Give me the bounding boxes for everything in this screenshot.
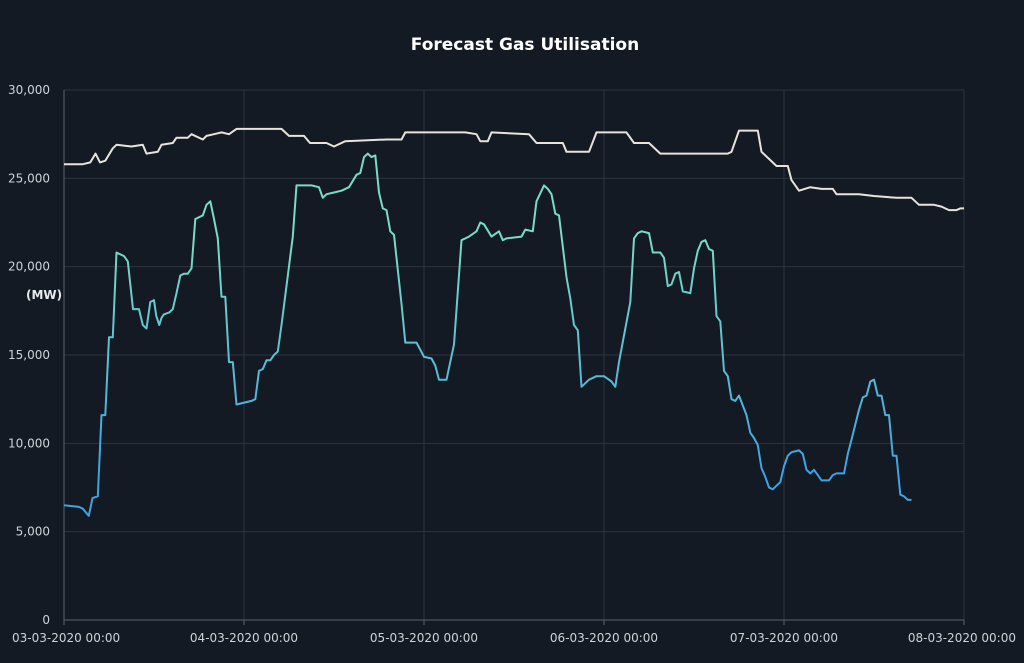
x-tick-label: 06-03-2020 00:00 <box>550 631 658 645</box>
y-tick-label: 25,000 <box>8 171 50 185</box>
x-tick-label: 03-03-2020 00:00 <box>12 631 120 645</box>
y-tick-label: 15,000 <box>8 348 50 362</box>
y-tick-label: 5,000 <box>16 525 50 539</box>
axes <box>63 90 965 625</box>
tick-labels: 0 5,000 10,000 15,000 20,000 25,000 30,000 03-0… <box>8 83 1016 645</box>
x-tick-label: 04-03-2020 00:00 <box>190 631 298 645</box>
y-tick-label: 30,000 <box>8 83 50 97</box>
grid-lines <box>64 89 965 620</box>
y-tick-label: 10,000 <box>8 436 50 450</box>
utilisation-line <box>63 152 912 517</box>
y-tick-label: 20,000 <box>8 260 50 274</box>
x-tick-label: 07-03-2020 00:00 <box>730 631 838 645</box>
chart-title: Forecast Gas Utilisation <box>411 35 639 55</box>
y-tick-label: 0 <box>42 613 50 627</box>
capacity-line <box>64 127 964 212</box>
x-tick-label: 08-03-2020 00:00 <box>908 631 1016 645</box>
x-tick-label: 05-03-2020 00:00 <box>370 631 478 645</box>
y-axis-label: (MW) <box>26 288 62 302</box>
series-layer <box>63 127 964 517</box>
